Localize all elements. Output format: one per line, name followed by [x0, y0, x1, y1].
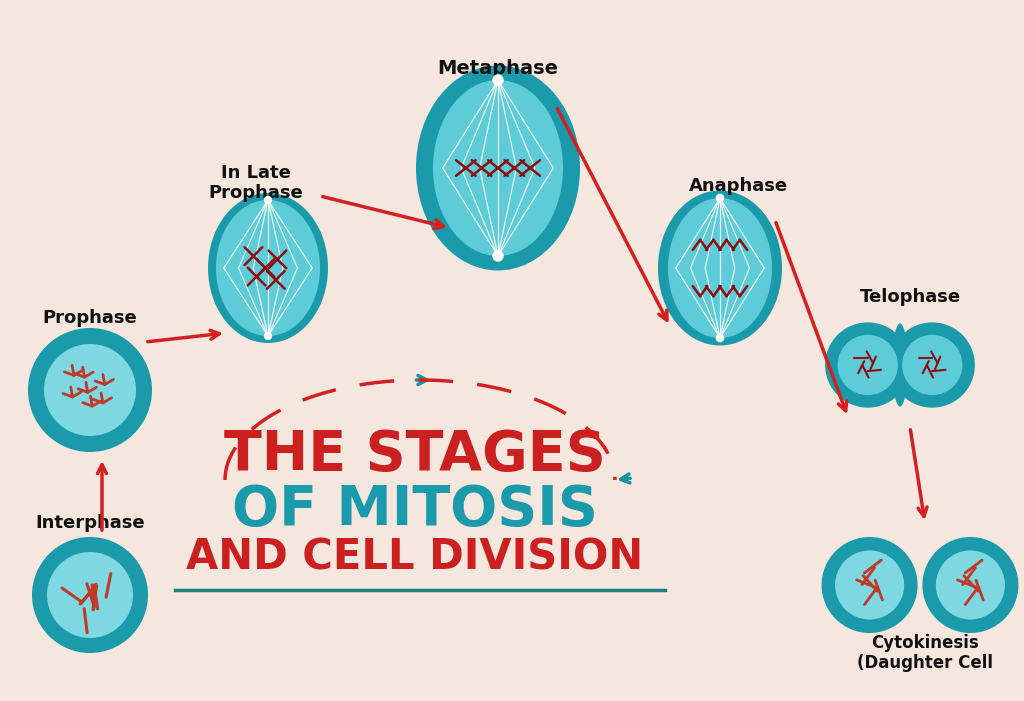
Circle shape — [264, 332, 272, 340]
Circle shape — [493, 250, 504, 261]
Text: AND CELL DIVISION: AND CELL DIVISION — [186, 537, 644, 579]
Text: Prophase: Prophase — [43, 309, 137, 327]
Circle shape — [821, 537, 918, 633]
Circle shape — [936, 550, 1005, 620]
Circle shape — [716, 193, 724, 203]
Ellipse shape — [658, 191, 782, 346]
Circle shape — [28, 328, 152, 452]
Circle shape — [902, 335, 963, 395]
Circle shape — [44, 344, 136, 436]
Circle shape — [493, 74, 504, 86]
Text: OF MITOSIS: OF MITOSIS — [232, 483, 598, 537]
Ellipse shape — [416, 65, 580, 271]
Text: Anaphase: Anaphase — [688, 177, 787, 195]
Ellipse shape — [668, 198, 772, 338]
Circle shape — [890, 322, 975, 408]
Ellipse shape — [892, 323, 908, 407]
Circle shape — [923, 537, 1019, 633]
Circle shape — [835, 550, 904, 620]
Circle shape — [47, 552, 133, 638]
Ellipse shape — [216, 200, 319, 336]
Circle shape — [716, 334, 724, 342]
Circle shape — [32, 537, 148, 653]
Text: Cytokinesis
(Daughter Cell: Cytokinesis (Daughter Cell — [857, 634, 993, 672]
Ellipse shape — [208, 193, 328, 343]
Text: Interphase: Interphase — [35, 514, 144, 532]
Circle shape — [825, 322, 910, 408]
Circle shape — [838, 335, 898, 395]
Text: Telophase: Telophase — [859, 288, 961, 306]
Circle shape — [264, 196, 272, 204]
Text: Metaphase: Metaphase — [437, 58, 558, 78]
Text: In Late
Prophase: In Late Prophase — [209, 163, 303, 203]
Ellipse shape — [433, 80, 563, 256]
Text: THE STAGES: THE STAGES — [224, 428, 606, 482]
